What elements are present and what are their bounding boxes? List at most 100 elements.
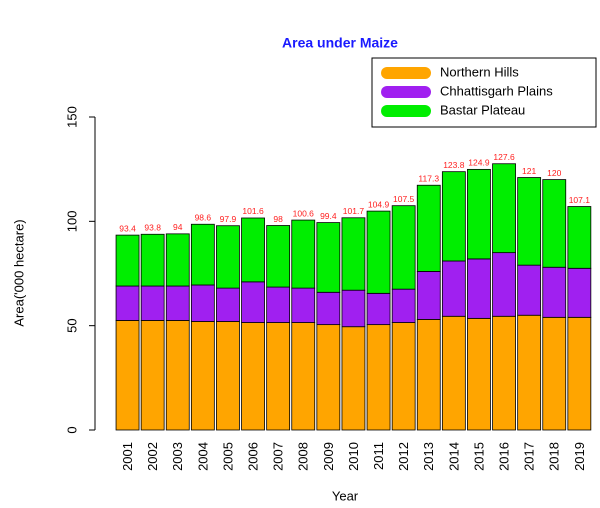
x-tick-label: 2010 [346,442,361,471]
bar-segment [241,322,265,431]
bar-segment [441,260,466,317]
bar-segment [140,285,165,321]
bar-segment [291,219,316,289]
total-label: 97.9 [220,214,237,224]
bar-segment [416,319,441,431]
legend-swatch [381,105,431,117]
bar-segment [492,252,516,317]
bar-segment [567,316,592,431]
legend-swatch [381,86,431,98]
x-tick-label: 2003 [170,442,185,471]
bar-segment [316,222,341,293]
bar-segment [366,324,391,431]
y-tick-label: 150 [64,106,79,128]
bar-segment [241,217,265,283]
x-tick-label: 2009 [321,442,336,471]
bar-segment [567,206,592,269]
y-tick-label: 50 [64,318,79,332]
x-tick-label: 2013 [421,442,436,471]
legend-label: Chhattisgarh Plains [440,83,553,98]
bar-segment [291,322,316,431]
total-label: 99.4 [320,211,337,221]
bar-segment [517,264,542,316]
bar-segment [216,225,240,289]
x-tick-label: 2019 [572,442,587,471]
x-tick-label: 2007 [271,442,286,471]
y-axis-title: Area('000 hectare) [11,219,26,326]
bar-segment [190,284,215,322]
bar-segment [165,233,190,287]
legend-label: Northern Hills [440,64,519,79]
bar-segment [467,317,491,431]
bar-segment [341,289,366,328]
total-label: 107.1 [569,195,591,205]
bar-segment [216,287,240,322]
x-tick-label: 2005 [220,442,235,471]
bar-segment [366,210,391,294]
bar-segment [567,267,592,318]
total-label: 93.4 [119,223,136,233]
legend-label: Bastar Plateau [440,102,525,117]
bar-segment [341,217,366,291]
total-label: 124.9 [468,158,490,168]
chart-title: Area under Maize [282,35,398,51]
bar-segment [467,168,491,260]
x-tick-label: 2002 [145,442,160,471]
bar-segment [416,271,441,320]
bar-segment [241,281,265,323]
bar-segment [316,324,341,431]
bar-segment [517,314,542,431]
bar-segment [140,233,165,287]
y-tick-label: 0 [64,426,79,433]
x-tick-label: 2011 [371,442,386,470]
x-tick-label: 2012 [396,442,411,471]
total-label: 98.6 [195,213,212,223]
bar-segment [216,321,240,431]
total-label: 107.5 [393,194,415,204]
bar-segment [140,320,165,431]
bar-segment [391,205,416,290]
x-tick-label: 2018 [547,442,562,471]
x-tick-label: 2001 [120,442,135,471]
bar-segment [115,285,140,321]
bar-segment [316,291,341,326]
x-tick-label: 2006 [245,442,260,471]
bar-segment [492,315,516,431]
bar-segment [190,321,215,431]
x-tick-label: 2017 [522,442,537,471]
x-tick-label: 2004 [195,442,210,471]
total-label: 94 [173,222,183,232]
bar-segment [190,223,215,286]
bar-segment [266,286,291,323]
bar-segment [416,184,441,272]
bar-segment [366,292,391,326]
bar-segment [291,287,316,323]
x-tick-label: 2014 [446,442,461,471]
bar-segment [391,322,416,431]
total-label: 100.6 [293,208,315,218]
bar-segment [542,266,567,318]
total-label: 120 [547,168,561,178]
total-label: 101.6 [242,206,264,216]
bar-segment [441,171,466,262]
total-label: 121 [522,166,536,176]
bar-segment [115,320,140,431]
legend-swatch [381,67,431,79]
bar-segment [492,163,516,254]
total-label: 123.8 [443,160,465,170]
total-label: 98 [273,214,283,224]
x-tick-label: 2015 [471,442,486,471]
y-tick-label: 100 [64,210,79,232]
bar-segment [165,320,190,431]
bar-segment [391,288,416,323]
bar-segment [517,177,542,266]
x-tick-label: 2016 [496,442,511,471]
x-axis-title: Year [332,488,359,503]
total-label: 101.7 [343,206,365,216]
bar-segment [115,234,140,287]
total-label: 117.3 [418,173,439,183]
total-label: 127.6 [493,152,515,162]
bar-segment [266,322,291,431]
bar-segment [165,285,190,321]
